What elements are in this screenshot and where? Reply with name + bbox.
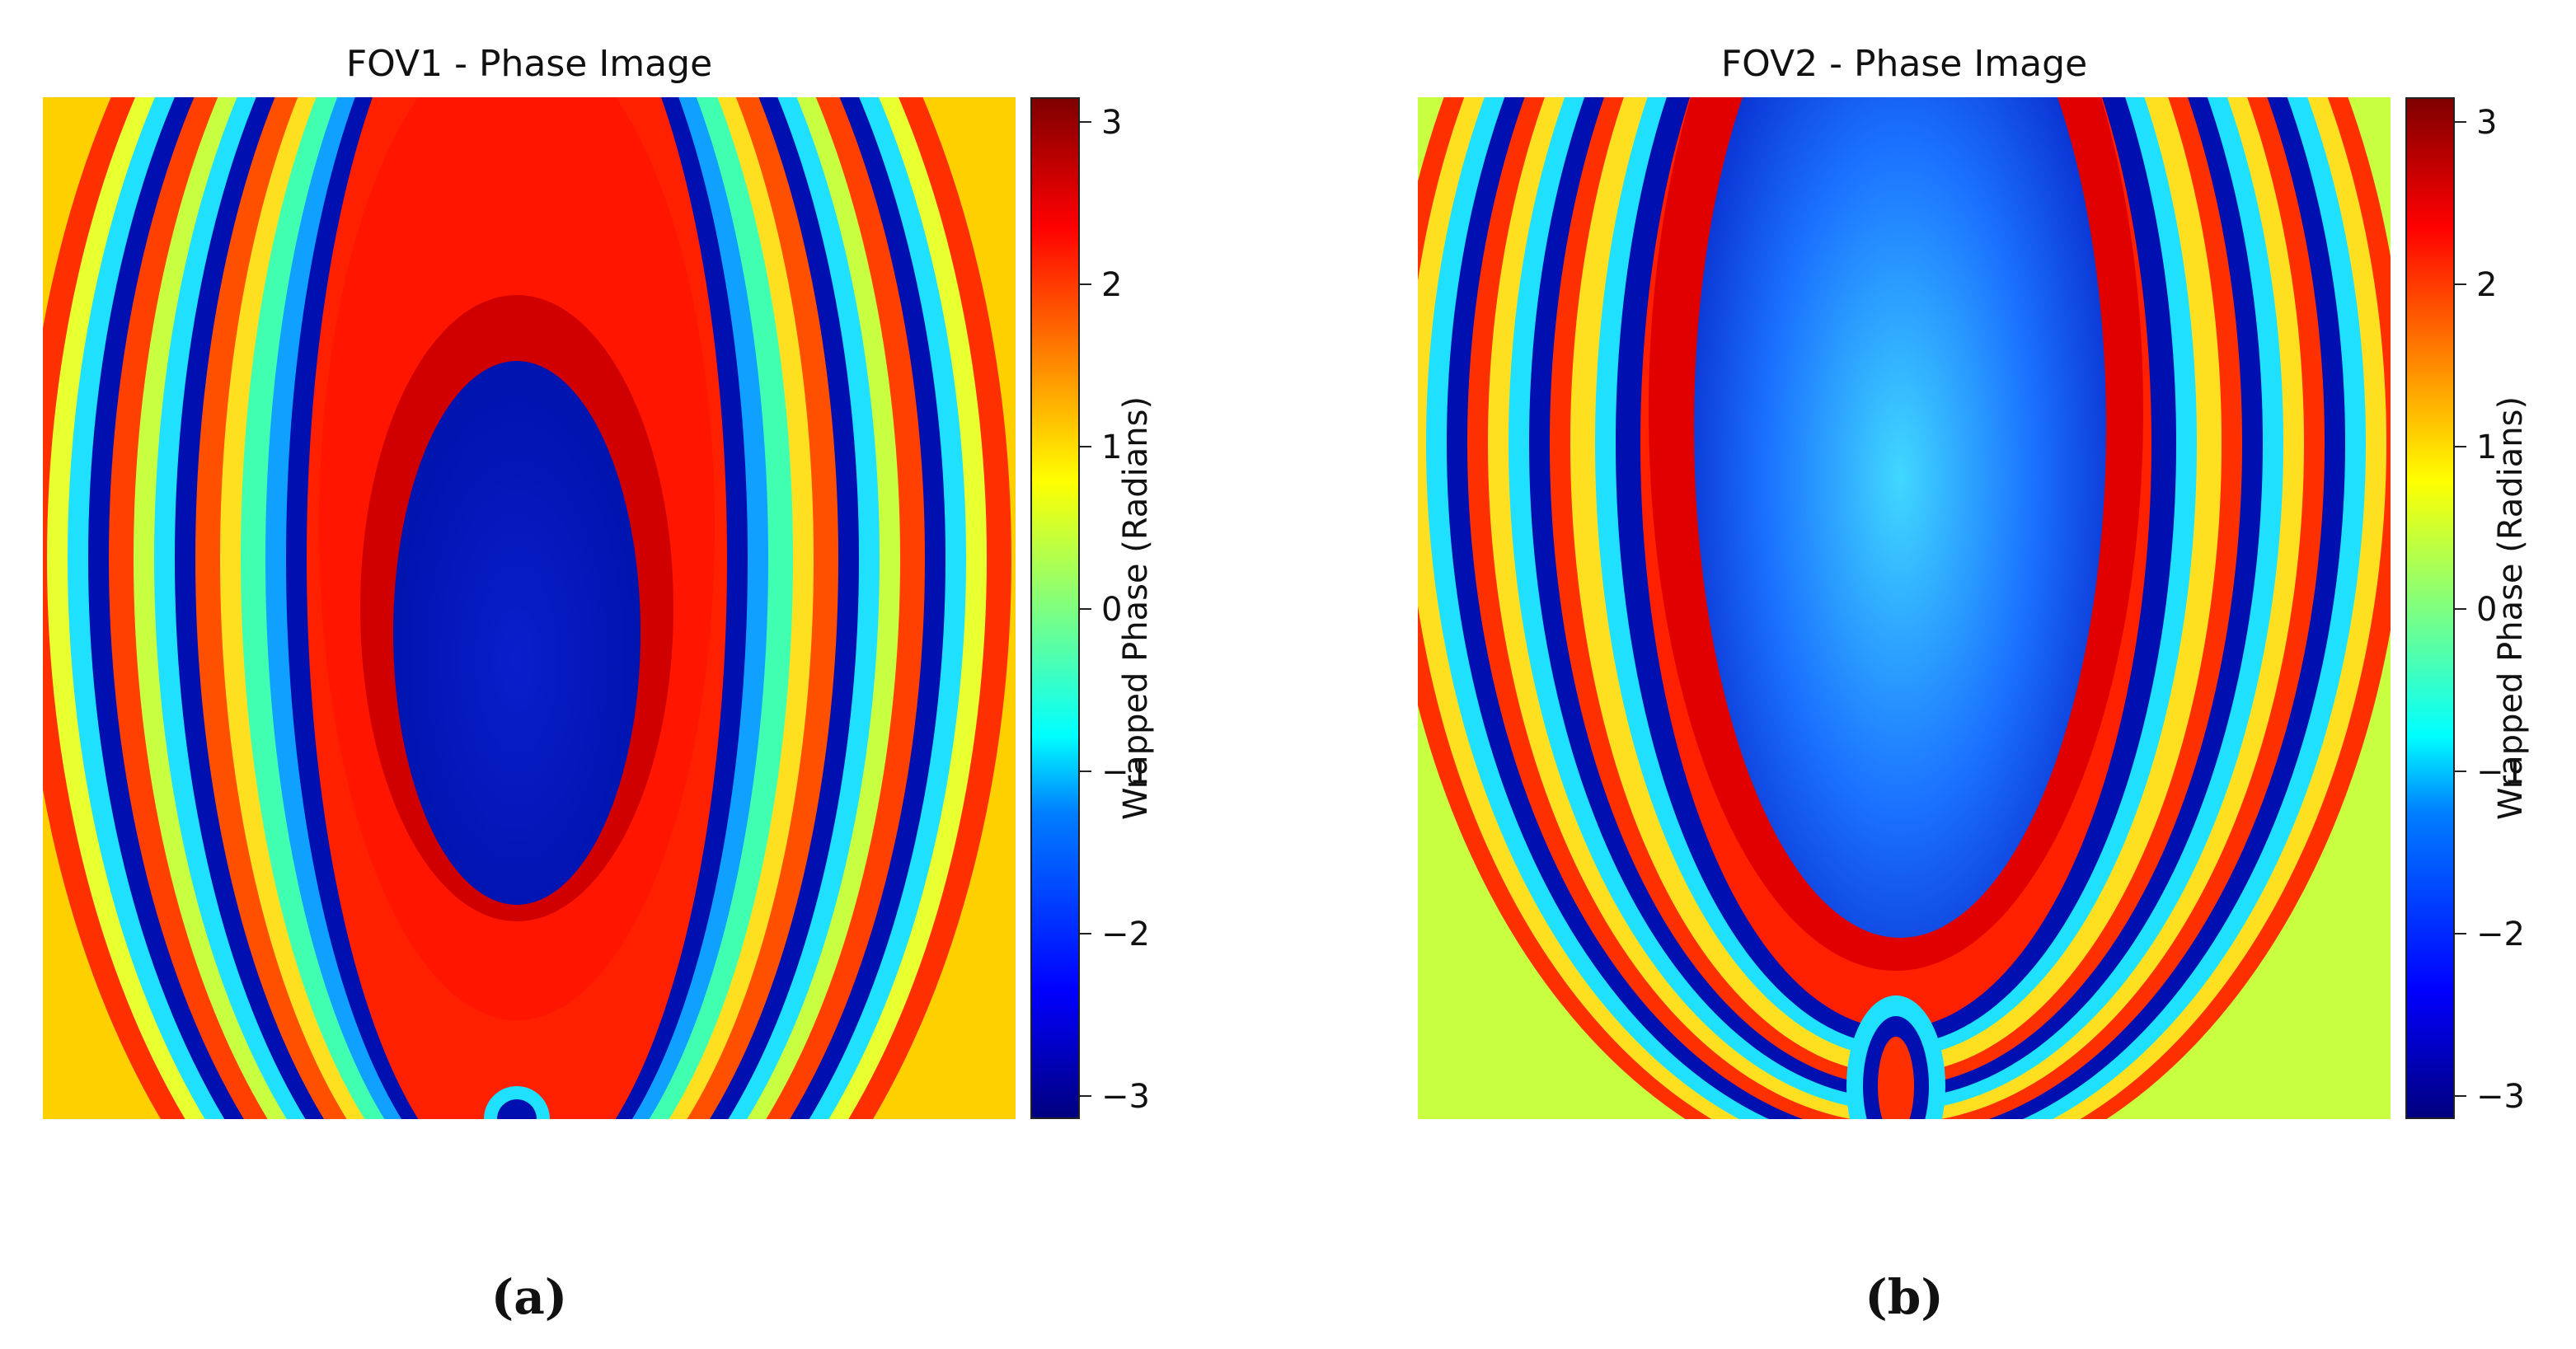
panel-caption: (b) xyxy=(1865,1269,1944,1325)
panel-a: FOV1 - Phase Image xyxy=(0,0,1286,1349)
colorbar-tick xyxy=(1080,933,1091,934)
colorbar-tick-label: −1 xyxy=(1101,753,1150,791)
colorbar-tick xyxy=(1080,1095,1091,1097)
colorbar-tick xyxy=(2455,1095,2466,1097)
colorbar-tick-label: 3 xyxy=(2476,104,2498,142)
plot-title: FOV1 - Phase Image xyxy=(345,43,713,85)
colorbar-tick xyxy=(1080,446,1091,447)
colorbar-tick xyxy=(1080,608,1091,610)
colorbar-tick-label: −3 xyxy=(2476,1078,2525,1116)
panel-caption: (a) xyxy=(490,1269,568,1325)
phase-image xyxy=(43,97,1016,1119)
colorbar-tick-label: 2 xyxy=(1101,266,1123,304)
colorbar-tick-label: −3 xyxy=(1101,1078,1150,1116)
colorbar-tick xyxy=(1080,121,1091,123)
panel-b: FOV2 - Phase Image xyxy=(1375,0,2576,1349)
colorbar xyxy=(2405,97,2455,1119)
colorbar-tick xyxy=(2455,283,2466,285)
colorbar-tick-label: 0 xyxy=(2476,591,2498,629)
colorbar-label-text: Wrapped Phase (Radians) xyxy=(2492,396,2530,821)
colorbar-tick-label: −1 xyxy=(2476,753,2525,791)
phase-image-svg xyxy=(43,97,1016,1119)
inner-blue-region xyxy=(1694,97,2106,938)
phase-image xyxy=(1418,97,2391,1119)
colorbar-tick-label: −2 xyxy=(1101,916,1150,953)
inner-blue-region xyxy=(393,361,640,905)
colorbar-tick xyxy=(2455,446,2466,447)
phase-image-svg xyxy=(1418,97,2391,1119)
colorbar-tick-label: 3 xyxy=(1101,104,1123,142)
colorbar-tick-label: 0 xyxy=(1101,591,1123,629)
colorbar-label-text: Wrapped Phase (Radians) xyxy=(1117,396,1155,821)
colorbar-tick xyxy=(2455,121,2466,123)
colorbar-tick-label: 1 xyxy=(1101,429,1123,466)
fringe-band xyxy=(1878,1037,1914,1119)
colorbar-tick-label: −2 xyxy=(2476,916,2525,953)
colorbar-tick xyxy=(1080,283,1091,285)
colorbar-tick xyxy=(2455,933,2466,934)
colorbar-tick-label: 1 xyxy=(2476,429,2498,466)
fringe-band xyxy=(497,1099,537,1119)
colorbar-tick-label: 2 xyxy=(2476,266,2498,304)
colorbar-tick xyxy=(1080,771,1091,772)
plot-title: FOV2 - Phase Image xyxy=(1720,43,2088,85)
colorbar-tick xyxy=(2455,608,2466,610)
colorbar-tick xyxy=(2455,771,2466,772)
colorbar xyxy=(1030,97,1080,1119)
